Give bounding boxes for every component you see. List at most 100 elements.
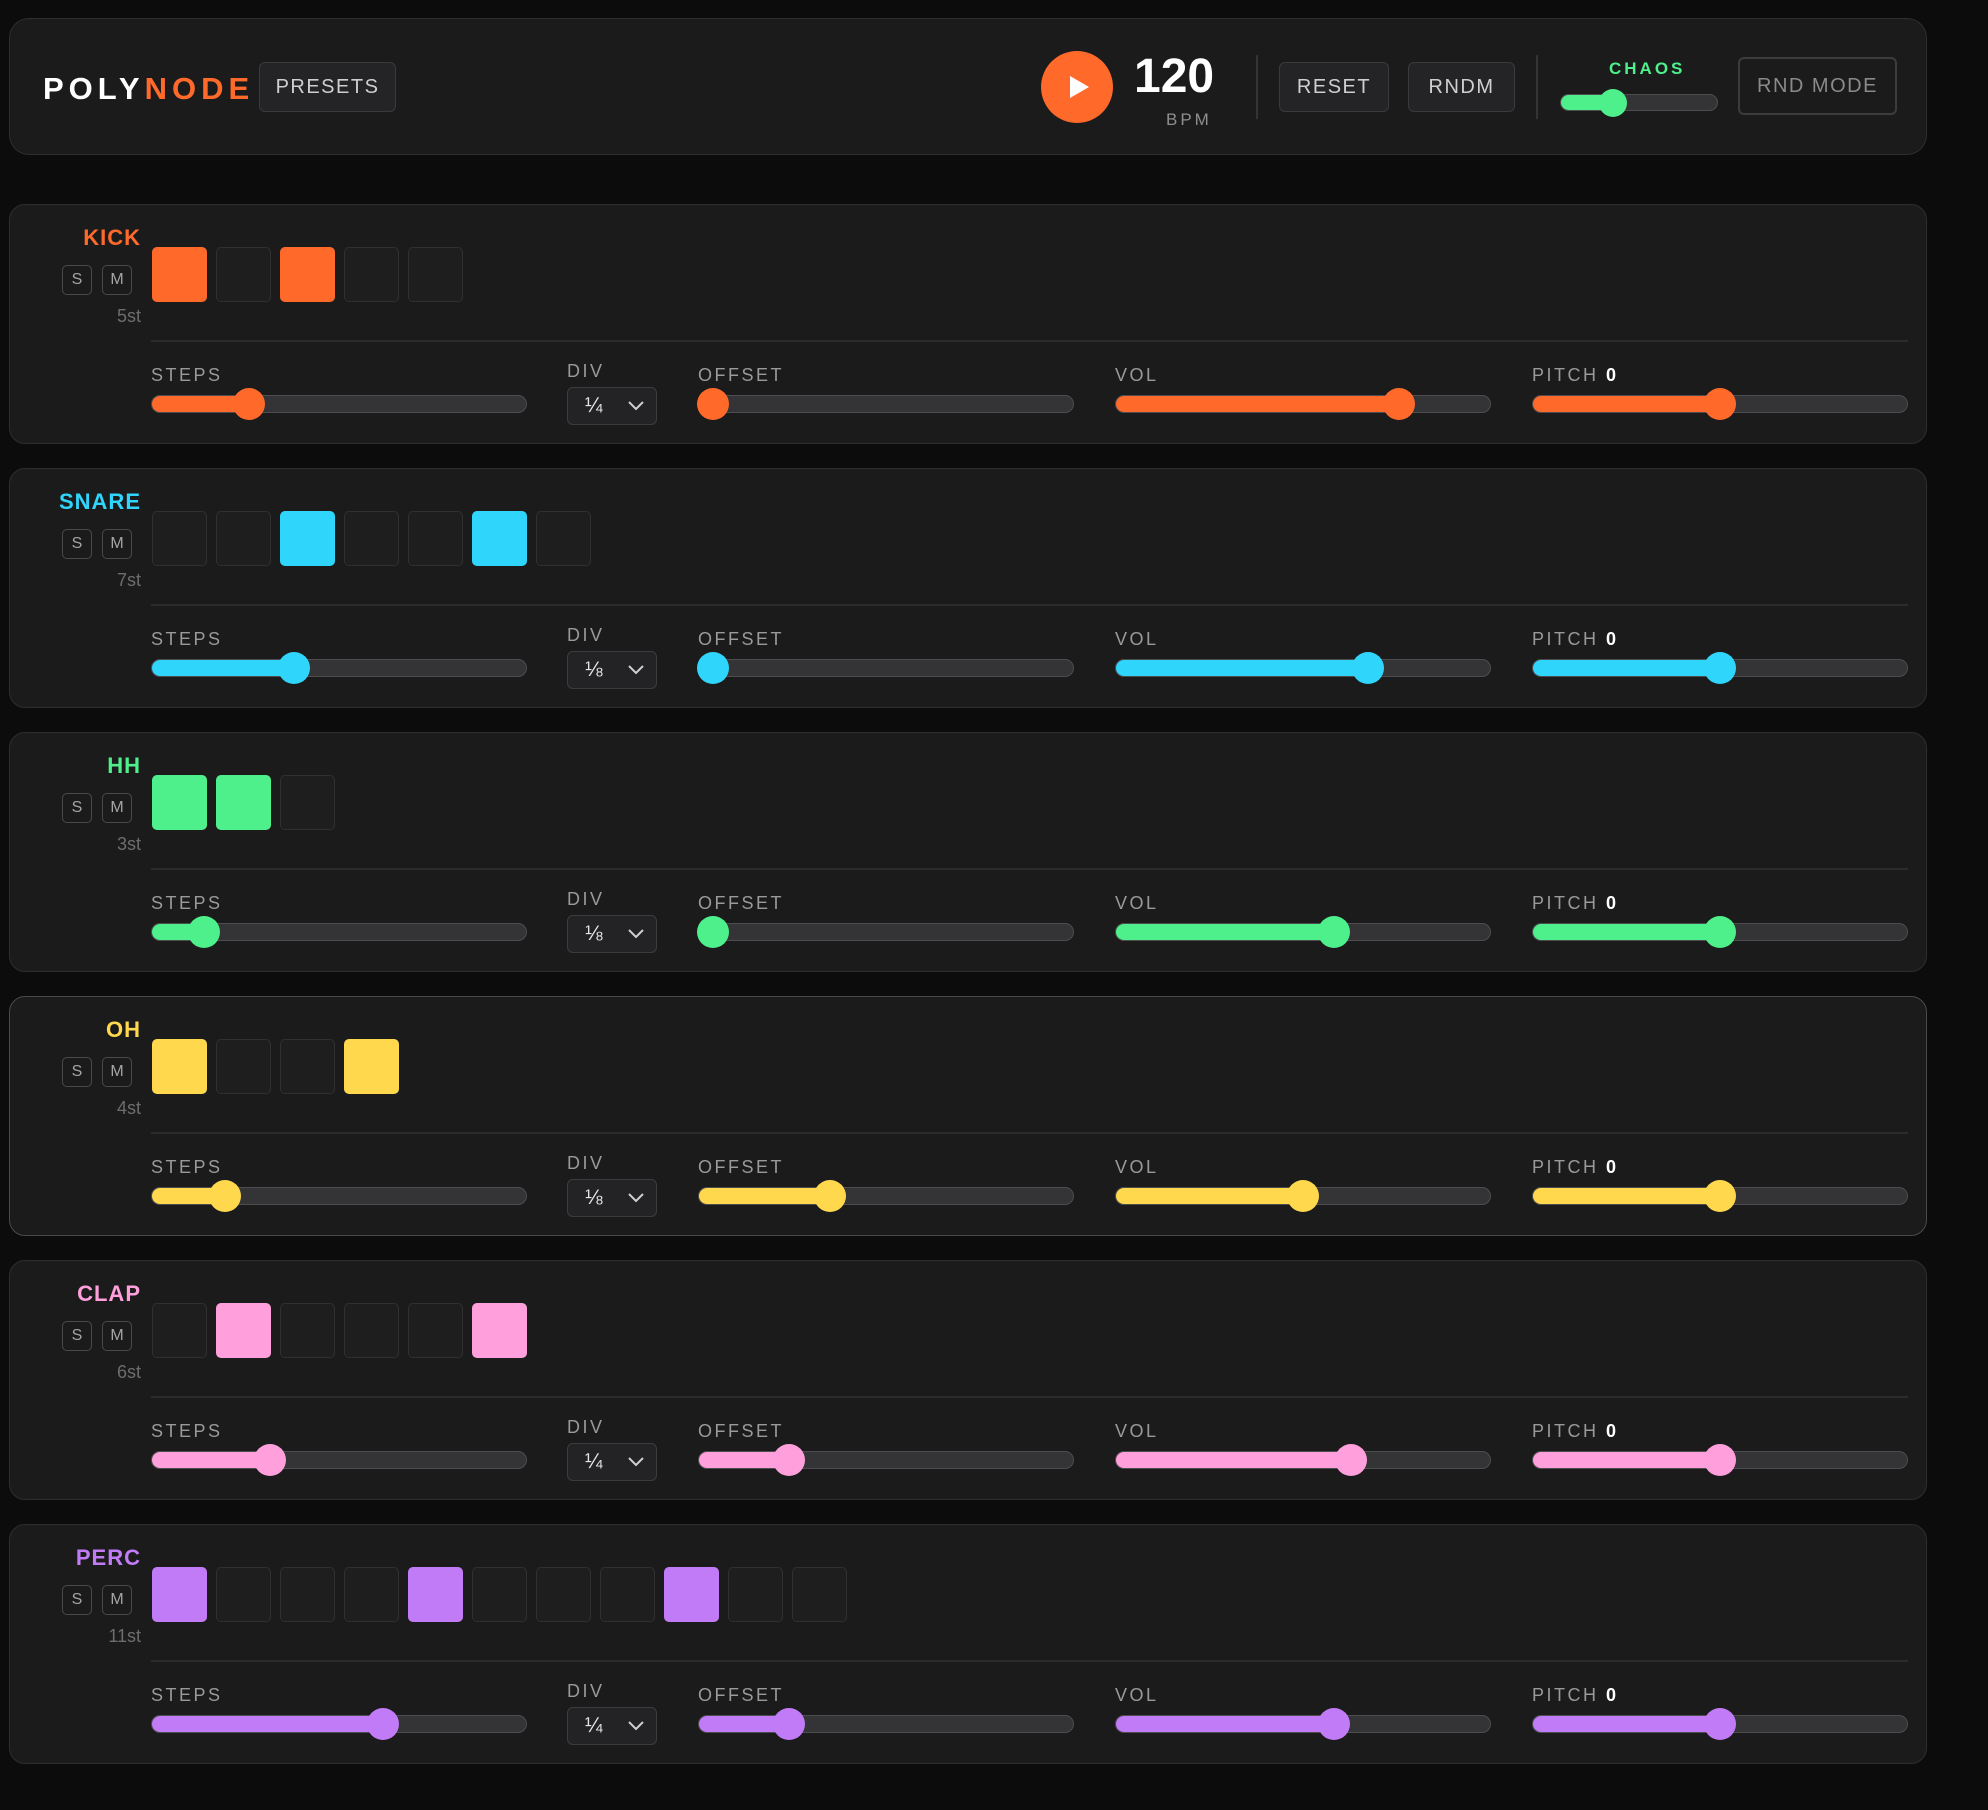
- mute-button[interactable]: M: [102, 1321, 132, 1351]
- step-cell-active[interactable]: [280, 511, 335, 566]
- vol-slider[interactable]: [1115, 1444, 1491, 1476]
- pitch-slider-knob[interactable]: [1703, 1708, 1736, 1740]
- solo-button[interactable]: S: [62, 265, 92, 295]
- step-cell[interactable]: [344, 247, 399, 302]
- offset-slider-knob[interactable]: [697, 388, 729, 420]
- vol-slider[interactable]: [1115, 388, 1491, 420]
- offset-slider-knob[interactable]: [697, 916, 729, 948]
- div-select[interactable]: ⅛: [567, 651, 657, 689]
- offset-slider-knob[interactable]: [814, 1180, 847, 1212]
- steps-slider-knob[interactable]: [367, 1708, 400, 1740]
- steps-slider[interactable]: [151, 1180, 527, 1212]
- pitch-slider-knob[interactable]: [1703, 652, 1736, 684]
- step-cell[interactable]: [152, 1303, 207, 1358]
- step-cell-active[interactable]: [216, 1303, 271, 1358]
- div-select[interactable]: ⅛: [567, 1179, 657, 1217]
- step-cell-active[interactable]: [472, 511, 527, 566]
- mute-button[interactable]: M: [102, 1057, 132, 1087]
- steps-slider-knob[interactable]: [208, 1180, 241, 1212]
- offset-slider[interactable]: [697, 652, 1074, 684]
- pitch-slider-knob[interactable]: [1703, 388, 1736, 420]
- step-cell[interactable]: [408, 1303, 463, 1358]
- step-cell[interactable]: [728, 1567, 783, 1622]
- step-cell[interactable]: [152, 511, 207, 566]
- step-cell-active[interactable]: [280, 247, 335, 302]
- pitch-slider[interactable]: [1532, 916, 1908, 948]
- step-cell[interactable]: [216, 511, 271, 566]
- step-cell[interactable]: [216, 247, 271, 302]
- rnd-mode-button[interactable]: RND MODE: [1738, 57, 1897, 115]
- steps-slider-knob[interactable]: [277, 652, 310, 684]
- offset-slider-knob[interactable]: [697, 652, 729, 684]
- step-cell[interactable]: [408, 511, 463, 566]
- step-cell[interactable]: [280, 775, 335, 830]
- vol-slider[interactable]: [1115, 1708, 1491, 1740]
- step-cell[interactable]: [472, 1567, 527, 1622]
- solo-button[interactable]: S: [62, 1057, 92, 1087]
- steps-slider-knob[interactable]: [187, 916, 220, 948]
- step-cell-active[interactable]: [216, 775, 271, 830]
- offset-slider[interactable]: [698, 1180, 1074, 1212]
- steps-slider[interactable]: [151, 388, 527, 420]
- step-cell-active[interactable]: [152, 247, 207, 302]
- offset-slider[interactable]: [697, 916, 1074, 948]
- step-cell[interactable]: [280, 1039, 335, 1094]
- play-button[interactable]: [1041, 51, 1113, 123]
- vol-slider-knob[interactable]: [1334, 1444, 1367, 1476]
- step-cell[interactable]: [216, 1567, 271, 1622]
- step-cell-active[interactable]: [152, 1039, 207, 1094]
- step-cell[interactable]: [536, 511, 591, 566]
- vol-slider-knob[interactable]: [1383, 388, 1416, 420]
- div-select[interactable]: ¼: [567, 1707, 657, 1745]
- randomize-button[interactable]: RNDM: [1408, 62, 1515, 112]
- pitch-slider[interactable]: [1532, 1444, 1908, 1476]
- step-cell[interactable]: [600, 1567, 655, 1622]
- step-cell-active[interactable]: [152, 1567, 207, 1622]
- div-select[interactable]: ¼: [567, 1443, 657, 1481]
- offset-slider[interactable]: [698, 1444, 1074, 1476]
- vol-slider-knob[interactable]: [1286, 1180, 1319, 1212]
- reset-button[interactable]: RESET: [1279, 62, 1389, 112]
- steps-slider[interactable]: [151, 916, 527, 948]
- step-cell-active[interactable]: [152, 775, 207, 830]
- step-cell-active[interactable]: [344, 1039, 399, 1094]
- steps-slider[interactable]: [151, 1444, 527, 1476]
- chaos-slider[interactable]: [1560, 88, 1718, 117]
- mute-button[interactable]: M: [102, 793, 132, 823]
- solo-button[interactable]: S: [62, 1321, 92, 1351]
- pitch-slider-knob[interactable]: [1703, 1444, 1736, 1476]
- vol-slider-knob[interactable]: [1317, 916, 1350, 948]
- step-cell[interactable]: [408, 247, 463, 302]
- vol-slider-knob[interactable]: [1352, 652, 1385, 684]
- steps-slider[interactable]: [151, 1708, 527, 1740]
- solo-button[interactable]: S: [62, 1585, 92, 1615]
- chaos-slider-knob[interactable]: [1598, 88, 1627, 117]
- step-cell[interactable]: [792, 1567, 847, 1622]
- step-cell-active[interactable]: [664, 1567, 719, 1622]
- presets-button[interactable]: PRESETS: [259, 62, 396, 112]
- mute-button[interactable]: M: [102, 265, 132, 295]
- offset-slider-knob[interactable]: [772, 1708, 805, 1740]
- mute-button[interactable]: M: [102, 529, 132, 559]
- pitch-slider-knob[interactable]: [1703, 1180, 1736, 1212]
- step-cell[interactable]: [280, 1567, 335, 1622]
- div-select[interactable]: ⅛: [567, 915, 657, 953]
- div-select[interactable]: ¼: [567, 387, 657, 425]
- step-cell-active[interactable]: [472, 1303, 527, 1358]
- step-cell[interactable]: [344, 511, 399, 566]
- step-cell[interactable]: [216, 1039, 271, 1094]
- vol-slider[interactable]: [1115, 652, 1491, 684]
- step-cell[interactable]: [344, 1303, 399, 1358]
- step-cell[interactable]: [536, 1567, 591, 1622]
- pitch-slider[interactable]: [1532, 1708, 1908, 1740]
- solo-button[interactable]: S: [62, 793, 92, 823]
- vol-slider-knob[interactable]: [1317, 1708, 1350, 1740]
- step-cell-active[interactable]: [408, 1567, 463, 1622]
- step-cell[interactable]: [280, 1303, 335, 1358]
- offset-slider-knob[interactable]: [772, 1444, 805, 1476]
- offset-slider[interactable]: [698, 1708, 1074, 1740]
- pitch-slider[interactable]: [1532, 652, 1908, 684]
- steps-slider-knob[interactable]: [253, 1444, 286, 1476]
- pitch-slider[interactable]: [1532, 388, 1908, 420]
- steps-slider[interactable]: [151, 652, 527, 684]
